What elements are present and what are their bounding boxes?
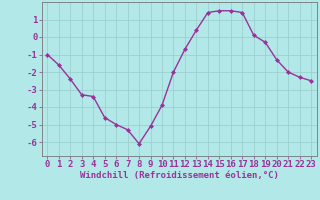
X-axis label: Windchill (Refroidissement éolien,°C): Windchill (Refroidissement éolien,°C) [80, 171, 279, 180]
